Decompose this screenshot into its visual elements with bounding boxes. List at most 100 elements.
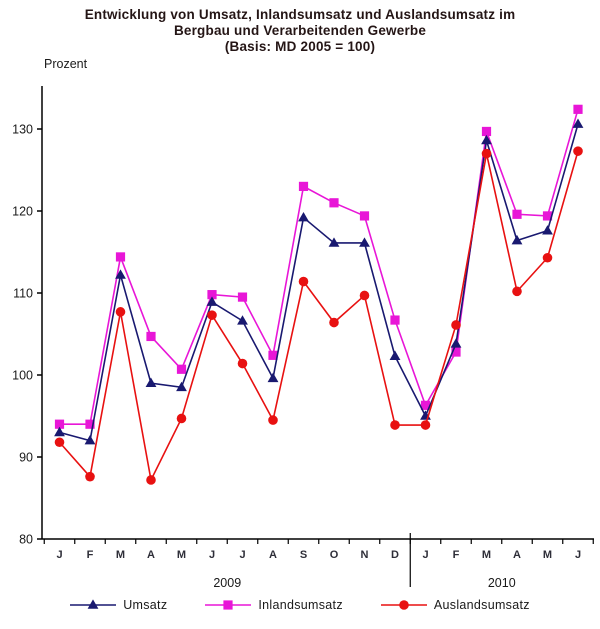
y-axis-tick-label: 110 (13, 287, 33, 301)
data-point-marker-auslandsumsatz (390, 420, 400, 430)
data-point-marker-auslandsumsatz (420, 420, 431, 430)
x-axis-month-label: J (209, 549, 215, 561)
data-point-marker-umsatz (389, 350, 401, 360)
series-line-auslandsumsatz (58, 150, 579, 483)
data-point-marker-auslandsumsatz (512, 286, 522, 297)
data-point-marker-auslandsumsatz (237, 358, 248, 369)
data-point-marker-auslandsumsatz (329, 317, 339, 328)
series-umsatz (54, 118, 584, 445)
data-point-marker-umsatz (481, 134, 492, 145)
x-axis-month-label: M (543, 549, 552, 561)
legend-item-auslandsumsatz: Auslandsumsatz (380, 598, 530, 612)
data-point-marker-inlandsumsatz (512, 209, 522, 219)
data-point-marker-auslandsumsatz (85, 471, 95, 482)
data-point-marker-inlandsumsatz (329, 198, 339, 208)
data-point-marker-auslandsumsatz (573, 146, 583, 156)
x-axis-month-label: M (482, 549, 491, 561)
data-point-marker-inlandsumsatz (542, 211, 553, 221)
data-point-marker-auslandsumsatz (176, 413, 187, 424)
x-axis-month-label: F (87, 549, 94, 561)
legend-item-umsatz: Umsatz (70, 598, 167, 612)
x-axis-month-label: J (575, 549, 581, 561)
x-axis-year-label: 2010 (488, 576, 516, 590)
data-point-marker-auslandsumsatz (268, 415, 278, 425)
data-point-marker-umsatz (54, 426, 65, 437)
data-point-marker-umsatz (328, 237, 340, 247)
series-inlandsumsatz (54, 104, 583, 429)
x-axis-month-label: N (361, 549, 369, 561)
data-point-marker-auslandsumsatz (542, 252, 553, 263)
data-point-marker-auslandsumsatz (481, 148, 492, 159)
umsatz-line-marker-icon (70, 599, 117, 609)
data-point-marker-auslandsumsatz (359, 290, 370, 301)
data-point-marker-inlandsumsatz (115, 252, 126, 262)
data-point-marker-umsatz (176, 381, 187, 392)
data-point-marker-inlandsumsatz (573, 104, 583, 114)
data-point-marker-umsatz (359, 237, 370, 247)
data-point-marker-umsatz (298, 211, 309, 222)
data-point-marker-inlandsumsatz (390, 315, 400, 325)
legend-swatch-marker (87, 599, 99, 609)
auslandsumsatz-line-marker-icon (380, 600, 427, 610)
data-point-marker-inlandsumsatz (268, 350, 278, 360)
chart-title: Entwicklung von Umsatz, Inlandsumsatz un… (0, 7, 600, 55)
data-point-marker-umsatz (206, 296, 218, 306)
data-point-marker-umsatz (267, 372, 279, 383)
chart-title-line1: Entwicklung von Umsatz, Inlandsumsatz un… (84, 7, 516, 22)
x-axis-year-label: 2009 (213, 576, 241, 590)
x-axis-month-label: D (391, 549, 399, 561)
data-point-marker-inlandsumsatz (207, 290, 217, 300)
y-axis-tick-label: 100 (12, 369, 33, 383)
data-point-marker-umsatz (572, 118, 584, 128)
data-point-marker-umsatz (237, 315, 248, 325)
x-axis-month-label: A (147, 549, 155, 561)
data-point-marker-umsatz (84, 435, 96, 445)
data-point-marker-auslandsumsatz (54, 437, 65, 448)
legend-item-inlandsumsatz: Inlandsumsatz (205, 598, 343, 612)
data-point-marker-auslandsumsatz (115, 307, 126, 317)
data-point-marker-auslandsumsatz (298, 276, 309, 287)
data-point-marker-inlandsumsatz (359, 211, 370, 221)
data-point-marker-inlandsumsatz (237, 292, 248, 302)
data-point-marker-inlandsumsatz (451, 347, 461, 357)
data-point-marker-inlandsumsatz (481, 126, 492, 137)
data-point-marker-inlandsumsatz (146, 331, 156, 342)
data-point-marker-umsatz (145, 377, 157, 387)
series-line-umsatz (59, 123, 579, 442)
x-axis-month-label: A (513, 549, 521, 561)
data-point-marker-auslandsumsatz (146, 475, 156, 485)
data-point-marker-inlandsumsatz (85, 419, 95, 429)
data-point-marker-auslandsumsatz (207, 310, 217, 320)
y-axis-tick-label: 90 (19, 451, 33, 465)
legend-swatch-marker (223, 600, 233, 610)
legend-label-inlandsumsatz: Inlandsumsatz (258, 598, 343, 612)
y-axis-tick-label: 130 (12, 123, 33, 137)
x-axis-month-label: A (269, 549, 277, 561)
data-point-marker-umsatz (115, 269, 126, 279)
x-axis-month-label: O (330, 549, 339, 561)
data-point-marker-inlandsumsatz (298, 181, 309, 191)
x-axis-month-label: J (239, 549, 245, 561)
x-axis-month-label: M (177, 549, 186, 561)
legend-label-umsatz: Umsatz (123, 598, 168, 612)
x-axis-month-label: J (56, 549, 62, 561)
inlandsumsatz-line-marker-icon (205, 600, 252, 610)
data-point-marker-umsatz (450, 338, 462, 348)
x-axis-month-label: M (116, 549, 125, 561)
legend-label-auslandsumsatz: Auslandsumsatz (433, 598, 530, 612)
data-point-marker-umsatz (542, 225, 553, 235)
chart-title-line2: Bergbau und Verarbeitenden Gewerbe (173, 23, 427, 38)
data-point-marker-umsatz (511, 234, 523, 245)
series-auslandsumsatz (54, 146, 583, 485)
data-point-marker-inlandsumsatz (420, 400, 431, 410)
x-axis-month-label: F (453, 549, 460, 561)
chart-legend: Umsatz Inlandsumsatz Auslandsumsatz (0, 598, 600, 612)
series-line-inlandsumsatz (59, 109, 579, 426)
y-axis-tick-label: 120 (12, 205, 33, 219)
x-axis-month-label: S (300, 549, 307, 561)
data-point-marker-inlandsumsatz (176, 364, 187, 374)
chart-title-line3: (Basis: MD 2005 = 100) (224, 39, 376, 54)
legend-swatch-marker (399, 600, 409, 610)
